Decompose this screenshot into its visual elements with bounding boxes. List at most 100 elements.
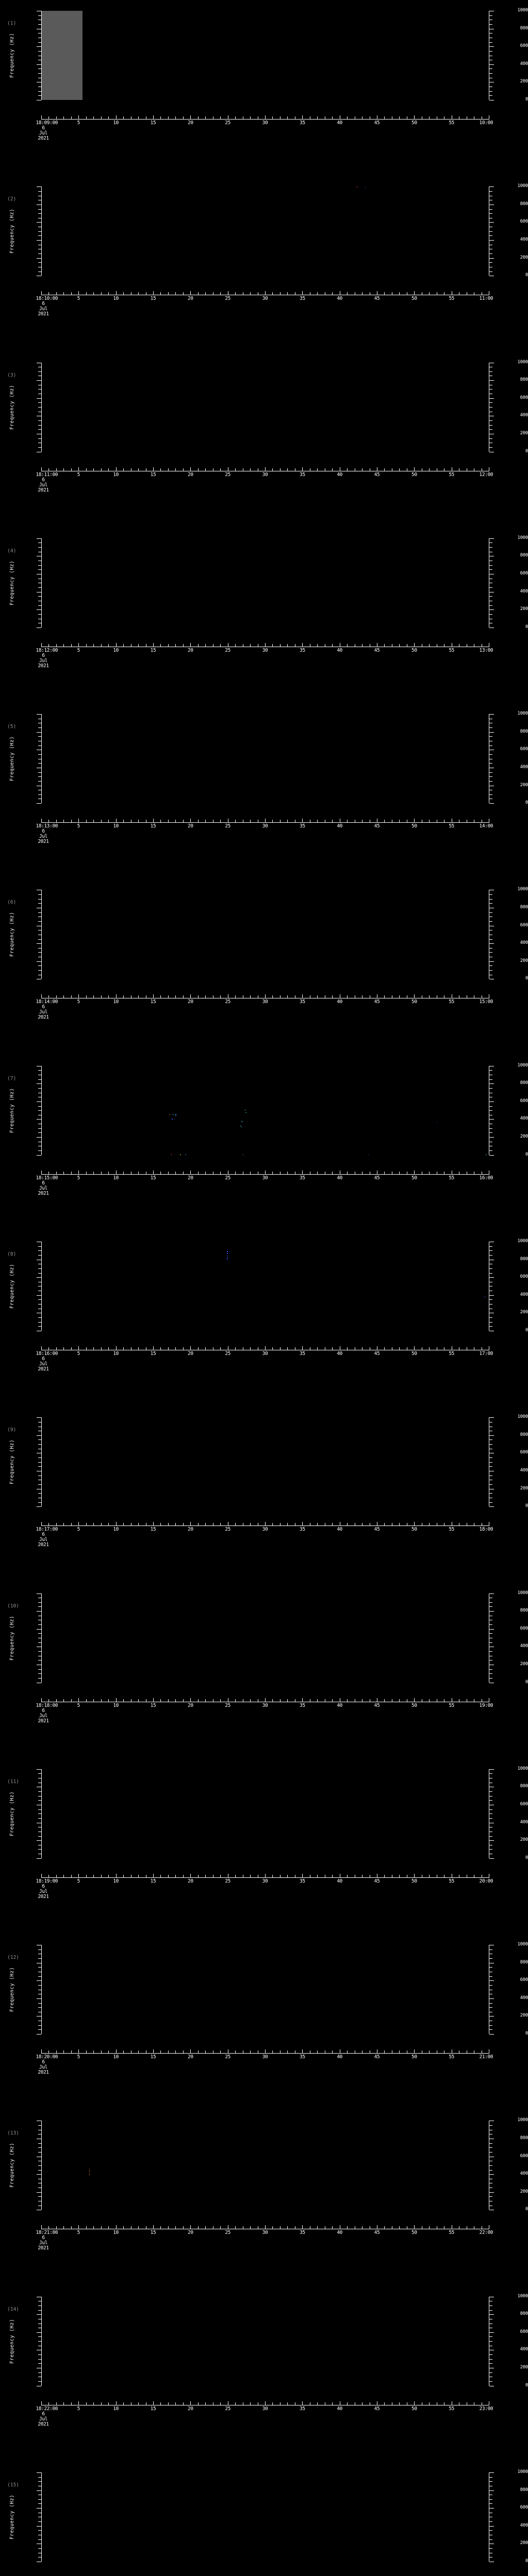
y-axis-line-left bbox=[41, 2121, 42, 2210]
y-tick-right bbox=[489, 1629, 494, 1630]
y-tick-left bbox=[38, 2477, 41, 2478]
y-tick-right bbox=[489, 1435, 494, 1436]
time-axis-line bbox=[41, 1174, 489, 1175]
data-point bbox=[241, 1121, 242, 1122]
y-tick-label: 0 bbox=[525, 2031, 528, 2037]
y-tick-left bbox=[38, 1502, 41, 1503]
y-tick-left bbox=[37, 609, 41, 611]
time-tick bbox=[190, 115, 191, 119]
panel-number-label: (10) bbox=[7, 1603, 19, 1609]
time-tick-label: 40 bbox=[337, 471, 342, 478]
y-tick-right bbox=[489, 1079, 492, 1080]
time-tick bbox=[235, 292, 236, 295]
y-tick-right bbox=[489, 1088, 492, 1089]
date-line: 6 bbox=[42, 477, 45, 483]
y-tick-right bbox=[489, 587, 492, 588]
y-tick-left bbox=[38, 1110, 41, 1111]
time-tick bbox=[265, 1346, 266, 1350]
time-tick bbox=[347, 2226, 348, 2229]
time-tick-label: 40 bbox=[337, 823, 342, 829]
time-tick bbox=[302, 2049, 303, 2054]
time-tick bbox=[384, 2402, 385, 2405]
time-tick bbox=[175, 1523, 176, 1526]
y-tick-left bbox=[37, 64, 41, 65]
date-line: 2021 bbox=[38, 2070, 49, 2076]
time-tick bbox=[332, 1171, 333, 1174]
time-tick bbox=[86, 1523, 87, 1526]
time-axis-left-cap bbox=[41, 2049, 42, 2054]
y-tick-left bbox=[37, 2174, 41, 2175]
time-tick-label: 20 bbox=[188, 1702, 193, 1708]
time-tick bbox=[86, 2050, 87, 2054]
time-tick bbox=[101, 2050, 102, 2054]
spectrogram-canvas bbox=[41, 1594, 489, 1683]
panel-12: (12) Frequency (Hz) 0 200 400 600 800 1000 18:20… bbox=[0, 1934, 528, 2110]
date-line: Jul bbox=[39, 2416, 47, 2422]
time-tick bbox=[160, 1874, 161, 1877]
time-axis-left-cap bbox=[41, 1698, 42, 1702]
plot-area-3 bbox=[41, 362, 489, 452]
time-tick bbox=[265, 467, 266, 471]
y-axis-label-text: Frequency (Hz) bbox=[9, 2494, 15, 2539]
time-tick bbox=[116, 819, 117, 823]
y-tick-label: 0 bbox=[525, 1679, 528, 1685]
date-line: Jul bbox=[39, 2240, 47, 2246]
y-tick-left bbox=[38, 781, 41, 782]
time-tick-label: 5 bbox=[77, 296, 80, 302]
y-tick-left bbox=[37, 1506, 41, 1507]
y-tick-right bbox=[489, 240, 494, 241]
y-tick-left bbox=[38, 565, 41, 566]
y-tick-left bbox=[38, 2503, 41, 2504]
time-tick bbox=[399, 1171, 400, 1174]
time-tick bbox=[220, 1699, 221, 1702]
time-end-label: 16:00 bbox=[479, 1175, 493, 1181]
y-tick-left bbox=[38, 425, 41, 426]
time-tick bbox=[399, 1523, 400, 1526]
y-axis-label: Frequency (Hz) bbox=[9, 2297, 15, 2386]
y-tick-right bbox=[489, 1273, 492, 1274]
time-tick bbox=[93, 995, 94, 998]
time-tick bbox=[116, 115, 117, 119]
time-tick bbox=[108, 2402, 109, 2405]
y-tick-label: 200 bbox=[520, 79, 528, 84]
time-tick-label: 55 bbox=[449, 1175, 454, 1181]
y-tick-right bbox=[489, 209, 492, 210]
time-tick bbox=[302, 1698, 303, 1702]
time-tick-label: 25 bbox=[225, 647, 230, 653]
time-tick bbox=[220, 116, 221, 119]
data-point bbox=[484, 1296, 485, 1298]
time-tick bbox=[153, 1522, 154, 1526]
time-tick-label: 10 bbox=[113, 647, 119, 653]
time-tick bbox=[175, 1347, 176, 1350]
data-point bbox=[169, 1114, 171, 1115]
y-tick-label: 400 bbox=[520, 2522, 528, 2528]
y-tick-label: 1000 bbox=[517, 887, 528, 892]
time-tick bbox=[287, 1171, 288, 1174]
time-tick bbox=[399, 2402, 400, 2405]
time-tick bbox=[138, 1171, 139, 1174]
time-tick-label: 50 bbox=[411, 647, 417, 653]
time-tick bbox=[160, 116, 161, 119]
time-tick bbox=[250, 2226, 251, 2229]
time-tick bbox=[414, 115, 415, 119]
time-axis-line bbox=[41, 2053, 489, 2054]
y-axis-line-left bbox=[41, 1769, 42, 1858]
time-tick bbox=[63, 1523, 64, 1526]
time-tick bbox=[197, 468, 199, 471]
time-tick-label: 40 bbox=[337, 999, 342, 1005]
y-tick-left bbox=[38, 903, 41, 904]
y-tick-label: 200 bbox=[520, 430, 528, 436]
y-tick-right bbox=[489, 1268, 492, 1269]
time-tick bbox=[175, 820, 176, 823]
plot-area-12 bbox=[41, 1945, 489, 2035]
time-tick bbox=[153, 1170, 154, 1174]
y-tick-right bbox=[489, 1110, 492, 1111]
y-tick-right bbox=[489, 1132, 492, 1133]
y-tick-right bbox=[489, 961, 494, 962]
time-tick-label: 50 bbox=[411, 2054, 417, 2060]
time-tick-label: 50 bbox=[411, 1350, 417, 1357]
time-tick bbox=[287, 1523, 288, 1526]
time-axis-left-cap bbox=[41, 1346, 42, 1350]
y-tick-right bbox=[489, 262, 492, 263]
time-tick-label: 30 bbox=[262, 471, 268, 478]
